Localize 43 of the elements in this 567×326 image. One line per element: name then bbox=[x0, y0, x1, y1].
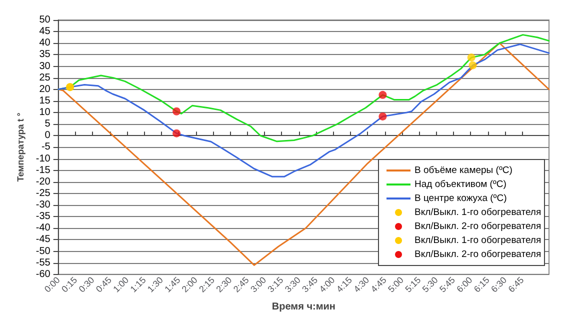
y-tick-label: -30 bbox=[36, 200, 51, 211]
x-tick-label: 6:15 bbox=[472, 274, 492, 294]
legend-label: Вкл/Выкл. 1-го обогревателя bbox=[414, 207, 542, 218]
y-tick-label: 30 bbox=[39, 60, 51, 72]
y-tick-label: -60 bbox=[36, 268, 51, 280]
x-tick-label: 6:00 bbox=[454, 274, 474, 294]
y-tick-label: 25 bbox=[39, 72, 51, 84]
y-tick-label: -40 bbox=[36, 222, 51, 234]
x-tick-label: 3:30 bbox=[282, 274, 302, 294]
x-tick-label: 4:00 bbox=[317, 274, 337, 294]
y-tick-label: 15 bbox=[39, 95, 51, 106]
y-tick-label: 10 bbox=[39, 107, 51, 118]
y-tick-label: -20 bbox=[36, 176, 51, 188]
y-tick-label: 20 bbox=[39, 84, 51, 95]
y-tick-label: 45 bbox=[39, 26, 51, 38]
y-tick-label: 5 bbox=[44, 118, 51, 130]
x-tick-label: 0:30 bbox=[76, 274, 96, 294]
x-tick-label: 6:30 bbox=[489, 274, 509, 294]
x-tick-label: 5:30 bbox=[420, 274, 440, 294]
y-tick-label: 35 bbox=[39, 49, 51, 60]
y-tick-label: -5 bbox=[41, 142, 51, 153]
x-tick-label: 3:00 bbox=[248, 274, 268, 294]
legend-label: Вкл/Выкл. 2-го обогревателя bbox=[414, 249, 542, 260]
y-axis-title: Температура t ° bbox=[16, 112, 26, 182]
y-tick-label: -15 bbox=[36, 164, 51, 176]
legend-label: В объёме камеры (ºC) bbox=[414, 165, 512, 176]
legend-label: Вкл/Выкл. 2-го обогревателя bbox=[414, 221, 542, 232]
y-tick-label: 50 bbox=[39, 14, 51, 26]
y-tick-label: -35 bbox=[36, 211, 51, 222]
x-tick-label: 4:45 bbox=[368, 274, 388, 294]
y-tick-label: -25 bbox=[36, 188, 51, 199]
y-tick-label: -50 bbox=[36, 246, 51, 257]
x-axis-title: Время ч:мин bbox=[272, 302, 336, 312]
y-tick-label: -10 bbox=[36, 153, 51, 164]
x-tick-label: 5:00 bbox=[386, 274, 406, 294]
legend-label: В центре кожуха (ºC) bbox=[414, 193, 507, 204]
y-tick-label: 0 bbox=[44, 130, 51, 142]
legend-label: Вкл/Выкл. 1-го обогревателя bbox=[414, 235, 542, 246]
x-tick-label: 4:30 bbox=[352, 274, 372, 294]
y-tick-label: -55 bbox=[36, 257, 51, 268]
y-tick-label: 40 bbox=[39, 38, 51, 49]
y-tick-label: -45 bbox=[36, 234, 51, 246]
legend-label: Над объективом (ºC) bbox=[414, 179, 506, 190]
